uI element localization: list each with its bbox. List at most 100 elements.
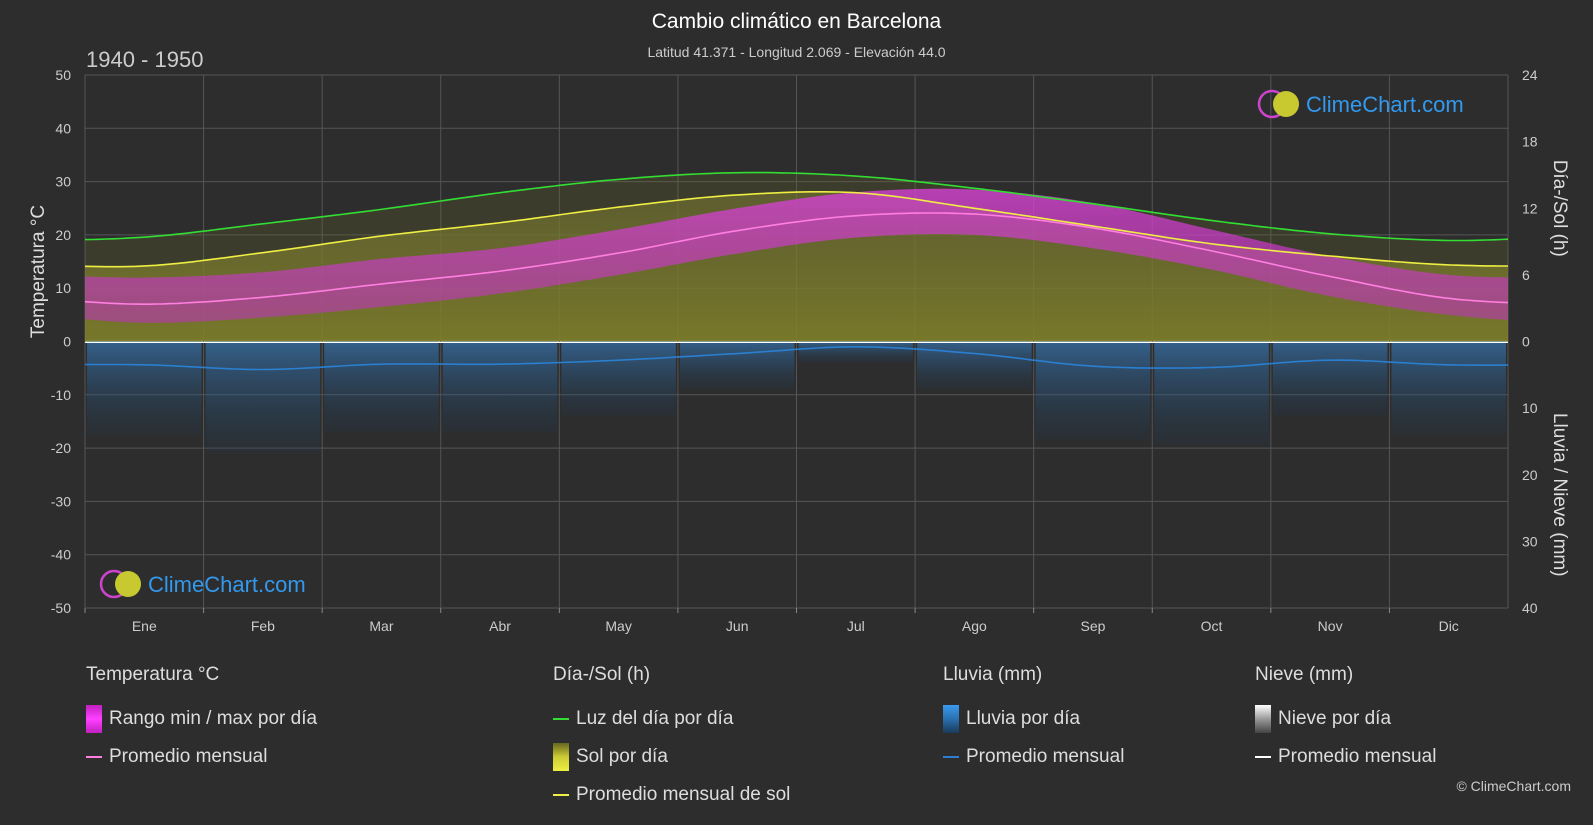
legend-temp-avg: Promedio mensual: [86, 738, 317, 776]
sunshine-swatch-icon: [553, 743, 569, 771]
daylight-line-icon: [553, 718, 569, 720]
x-tick-label: Jun: [726, 618, 749, 634]
chart-subtitle: Latitud 41.371 - Longitud 2.069 - Elevac…: [647, 44, 946, 60]
y-left-tick-label: 40: [55, 120, 71, 136]
watermark-bottom: ClimeChart.com: [99, 569, 306, 599]
y-right-top-tick-label: 24: [1522, 67, 1538, 83]
legend-temp-avg-label: Promedio mensual: [109, 746, 268, 767]
rain-bars: [87, 341, 1506, 454]
y-right-top-tick-label: 0: [1522, 334, 1530, 350]
legend-temp-header: Temperatura °C: [86, 664, 220, 685]
legend-rain-day-label: Lluvia por día: [966, 708, 1081, 729]
rain-bar: [798, 341, 914, 363]
x-tick-label: Oct: [1201, 618, 1223, 634]
daylight-line: [84, 171, 1509, 242]
legend-daylight-label: Luz del día por día: [576, 708, 734, 729]
x-tick-label: Jul: [847, 618, 865, 634]
y-left-tick-label: -20: [51, 440, 71, 456]
rain-bar: [679, 341, 795, 390]
legend-temperature: Temperatura °C Rango min / max por día P…: [86, 664, 317, 776]
y-left-tick-label: 30: [55, 174, 71, 190]
y-left-tick-label: 50: [55, 67, 71, 83]
legend-snow-avg: Promedio mensual: [1255, 738, 1436, 776]
y-right-top-axis-title: Día-/Sol (h): [1549, 160, 1570, 257]
legend-sun-header: Día-/Sol (h): [553, 664, 651, 685]
x-tick-label: Dic: [1439, 618, 1459, 634]
temp-avg-line: [84, 212, 1509, 305]
logo-text: ClimeChart.com: [1306, 92, 1464, 117]
legend-temp-range-label: Rango min / max por día: [109, 708, 318, 729]
legend-rain: Lluvia (mm) Lluvia por día Promedio mens…: [943, 664, 1124, 776]
rain-avg-line-icon: [943, 756, 959, 758]
rain-avg-line: [85, 346, 1508, 371]
x-tick-label: Ene: [132, 618, 157, 634]
period-label: 1940 - 1950: [86, 47, 204, 72]
logo-text: ClimeChart.com: [148, 572, 306, 597]
legend-snow-avg-label: Promedio mensual: [1278, 746, 1437, 767]
x-tick-label: Ago: [962, 618, 987, 634]
y-left-tick-label: -40: [51, 547, 71, 563]
legend-rain-day: Lluvia por día: [943, 700, 1124, 738]
rain-bar: [917, 341, 1032, 390]
sun-avg-line: [84, 191, 1508, 268]
legend-sunshine: Sol por día: [553, 738, 790, 776]
sun-avg-line-icon: [553, 794, 569, 796]
temp-avg-line-icon: [86, 756, 102, 758]
rain-bar: [324, 341, 439, 433]
rain-bar: [442, 341, 558, 433]
chart-title: Cambio climático en Barcelona: [651, 10, 942, 33]
x-tick-label: Mar: [369, 618, 393, 634]
rain-bar: [87, 341, 202, 435]
x-tick-label: Nov: [1318, 618, 1343, 634]
rain-bar: [1154, 341, 1269, 446]
rain-bar: [1391, 341, 1506, 435]
y-left-axis-title: Temperatura °C: [28, 205, 49, 338]
y-right-bottom-axis-title: Lluvia / Nieve (mm): [1549, 413, 1570, 577]
legend-snow-day: Nieve por día: [1255, 700, 1436, 738]
x-tick-label: Abr: [489, 618, 511, 634]
legend-sunshine-label: Sol por día: [576, 746, 668, 767]
watermark-top: ClimeChart.com: [1257, 89, 1464, 119]
legend-rain-avg-label: Promedio mensual: [966, 746, 1125, 767]
rain-bar: [205, 341, 321, 454]
snow-swatch-icon: [1255, 705, 1271, 733]
legend-snow-header: Nieve (mm): [1255, 664, 1354, 685]
legend-snow-day-label: Nieve por día: [1278, 708, 1392, 729]
legend-daylight: Luz del día por día: [553, 700, 790, 738]
logo-sun-icon: [1273, 91, 1299, 117]
legend-sun-avg: Promedio mensual de sol: [553, 776, 790, 814]
legend-rain-header: Lluvia (mm): [943, 664, 1043, 685]
copyright: © ClimeChart.com: [1456, 778, 1571, 794]
y-right-top-tick-label: 12: [1522, 200, 1538, 216]
temp-range-swatch-icon: [86, 705, 102, 733]
legend-rain-avg: Promedio mensual: [943, 738, 1124, 776]
y-left-tick-label: -30: [51, 493, 71, 509]
x-tick-label: May: [605, 618, 631, 634]
legend-sun: Día-/Sol (h) Luz del día por día Sol por…: [553, 664, 790, 814]
y-left-tick-label: 10: [55, 280, 71, 296]
rain-bar: [1035, 341, 1151, 441]
y-right-bottom-tick-label: 10: [1522, 400, 1538, 416]
y-right-top-tick-label: 6: [1522, 267, 1530, 283]
legend-snow: Nieve (mm) Nieve por día Promedio mensua…: [1255, 664, 1436, 776]
rain-bar: [561, 341, 676, 417]
x-tick-label: Feb: [251, 618, 275, 634]
rain-bar: [1272, 341, 1388, 417]
sunshine-area: [85, 191, 1508, 342]
y-right-top-tick-label: 18: [1522, 134, 1538, 150]
y-right-bottom-tick-label: 40: [1522, 600, 1538, 616]
x-tick-label: Sep: [1080, 618, 1105, 634]
y-left-tick-label: -10: [51, 387, 71, 403]
y-left-tick-label: 0: [63, 334, 71, 350]
temp-range-band: [85, 188, 1508, 323]
rain-swatch-icon: [943, 705, 959, 733]
legend-temp-range: Rango min / max por día: [86, 700, 317, 738]
y-left-tick-label: -50: [51, 600, 71, 616]
y-left-tick-label: 20: [55, 227, 71, 243]
logo-sun-icon: [115, 571, 141, 597]
snow-avg-line-icon: [1255, 756, 1271, 758]
y-right-bottom-tick-label: 30: [1522, 533, 1538, 549]
y-right-bottom-tick-label: 20: [1522, 467, 1538, 483]
legend-sun-avg-label: Promedio mensual de sol: [576, 784, 791, 805]
